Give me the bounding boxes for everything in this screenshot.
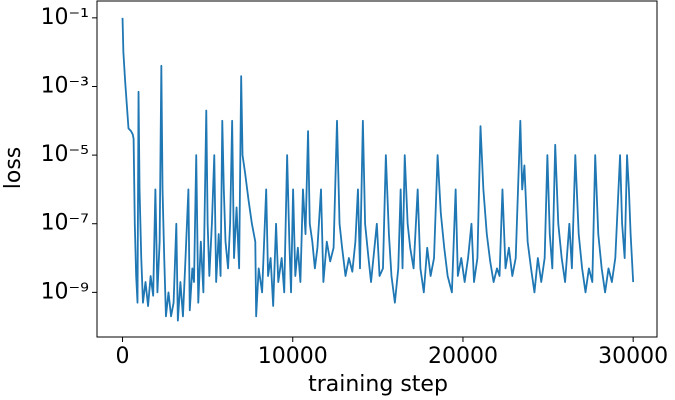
x-axis-label: training step <box>308 372 448 397</box>
y-axis-label: loss <box>1 147 26 190</box>
y-tick-label: 10⁻⁷ <box>41 211 89 236</box>
x-tick-label: 10000 <box>258 344 328 369</box>
plot-frame <box>96 0 658 338</box>
x-tick-label: 0 <box>116 344 130 369</box>
y-tick-label: 10⁻³ <box>41 73 89 98</box>
x-tick-label: 20000 <box>428 344 498 369</box>
y-tick-label: 10⁻⁵ <box>41 142 89 167</box>
y-tick-label: 10⁻¹ <box>41 5 89 30</box>
loss-line <box>121 17 635 322</box>
y-tick-label: 10⁻⁹ <box>41 279 89 304</box>
x-tick-label: 30000 <box>598 344 668 369</box>
